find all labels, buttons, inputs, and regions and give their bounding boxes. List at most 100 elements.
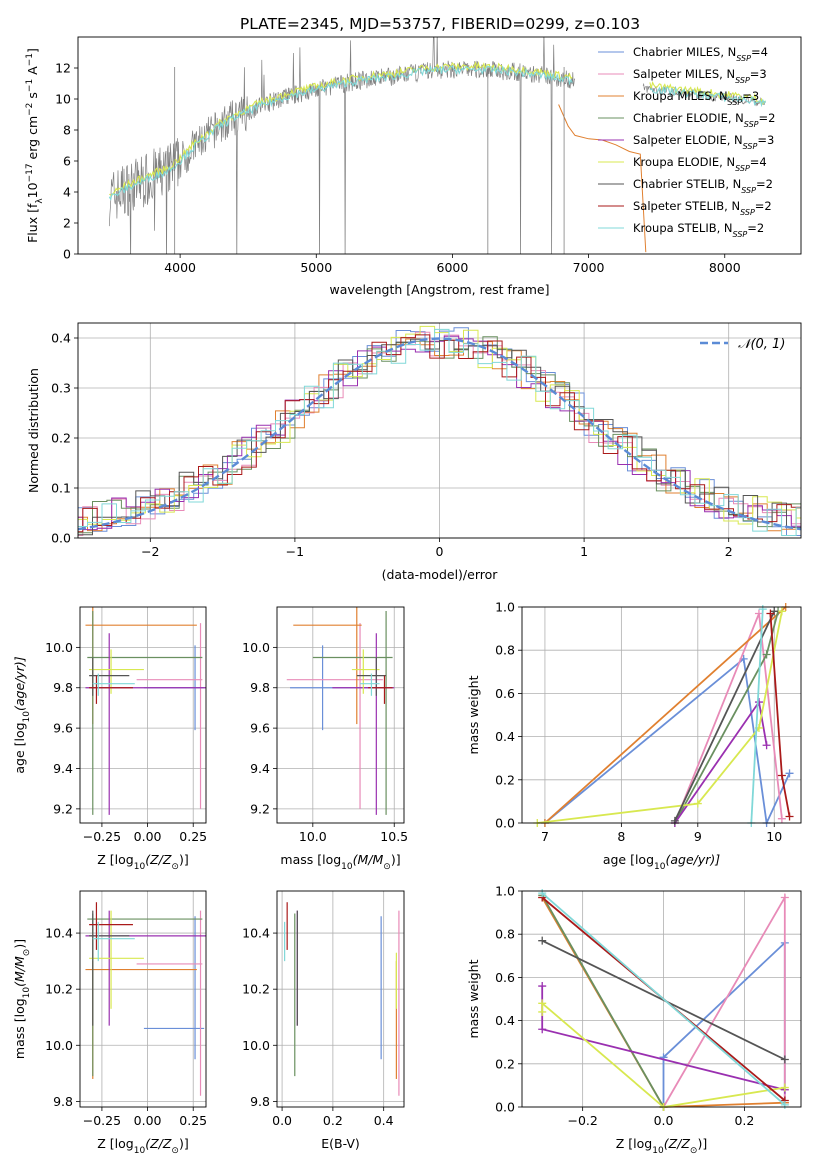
y-tick-label: 9.4 xyxy=(53,761,73,776)
y-tick-label: 8 xyxy=(63,123,71,138)
x-tick-label: 1 xyxy=(580,544,588,559)
age-vs-mass-panel: 10.0 10.5 9.2 9.4 9.6 9.8 10.0 mass [log10(M/M⊙… xyxy=(242,606,408,872)
x-axis-label: E(B-V) xyxy=(321,1136,360,1151)
y-tick-label: 9.8 xyxy=(250,680,270,695)
x-tick-label: 10.5 xyxy=(380,829,408,844)
weight-marker xyxy=(780,1100,789,1109)
y-tick-label: 9.8 xyxy=(53,680,73,695)
histogram-chabrier-stelib xyxy=(78,338,801,536)
weight-marker xyxy=(777,814,786,823)
x-tick-label: −1 xyxy=(286,544,304,559)
x-axis-label: Z [log10(Z/Z⊙)] xyxy=(97,1136,188,1156)
y-tick-label: 0.4 xyxy=(495,1013,515,1028)
weight-line-kroupa-stelib xyxy=(750,609,764,824)
y-tick-label: 9.8 xyxy=(250,1094,270,1109)
y-tick-label: 0.4 xyxy=(51,331,71,346)
y-tick-label: 6 xyxy=(63,154,71,169)
y-tick-label: 10.4 xyxy=(45,926,73,941)
x-tick-label: 0 xyxy=(436,544,444,559)
y-axis-label: mass weight xyxy=(466,675,481,754)
legend-entry: Salpeter STELIB, NSSP=2 xyxy=(633,199,772,217)
x-tick-label: 0.2 xyxy=(734,1113,754,1128)
mass-vs-ebv-panel: 0.0 0.2 0.4 9.8 10.0 10.2 10.4 E(B-V) xyxy=(242,890,405,1151)
y-axis-label: age [log10(age/yr)] xyxy=(12,656,32,773)
x-tick-label: −0.2 xyxy=(567,1113,597,1128)
y-tick-label: 10.0 xyxy=(242,640,270,655)
y-tick-label: 0.6 xyxy=(495,686,515,701)
y-tick-label: 0.1 xyxy=(51,481,71,496)
x-tick-label: 0.0 xyxy=(272,1113,292,1128)
x-tick-label: 9 xyxy=(694,829,702,844)
x-tick-label: 10.0 xyxy=(299,829,327,844)
y-tick-label: 0.8 xyxy=(495,927,515,942)
y-tick-label: 9.8 xyxy=(53,1094,73,1109)
weight-line-kroupa-stelib xyxy=(541,892,786,1106)
legend-entry: Chabrier STELIB, NSSP=2 xyxy=(633,177,773,195)
x-tick-label: 8 xyxy=(617,829,625,844)
y-tick-label: 1.0 xyxy=(495,600,515,615)
y-tick-label: 0.8 xyxy=(495,643,515,658)
x-tick-label: 6000 xyxy=(437,260,469,275)
axes-frame xyxy=(276,606,405,824)
legend-entry: Kroupa ELODIE, NSSP=4 xyxy=(633,155,767,173)
y-tick-label: 0.2 xyxy=(495,1056,515,1071)
x-axis-label: (data-model)/error xyxy=(382,567,499,582)
x-axis-label: age [log10(age/yr)] xyxy=(603,852,720,872)
weight-line-kroupa-miles xyxy=(544,606,787,824)
weight-line-chabrier-elodie xyxy=(541,894,665,1108)
weight-marker xyxy=(780,1083,789,1092)
legend-normal-label: 𝒩(0, 1) xyxy=(738,337,785,352)
weight-lines xyxy=(533,603,794,827)
weight-marker xyxy=(780,1055,789,1064)
weight-marker xyxy=(762,741,771,750)
x-tick-label: 10 xyxy=(766,829,782,844)
histogram-kroupa-elodie xyxy=(78,325,801,525)
weight-marker xyxy=(538,1025,547,1034)
mass-vs-metallicity-panel: −0.25 0.00 0.25 9.8 10.0 10.2 10.4 Z [log10(Z/Z… xyxy=(12,890,207,1156)
x-tick-label: 4000 xyxy=(164,260,196,275)
x-tick-label: −0.25 xyxy=(83,829,121,844)
axes-frame xyxy=(79,606,207,824)
legend-entry: Chabrier MILES, NSSP=4 xyxy=(633,45,768,63)
y-tick-label: 0 xyxy=(63,247,71,262)
y-tick-label: 0.2 xyxy=(495,772,515,787)
y-tick-label: 10.0 xyxy=(45,640,73,655)
weight-marker xyxy=(538,936,547,945)
y-tick-label: 2 xyxy=(63,216,71,231)
weight-marker xyxy=(780,893,789,902)
legend-entry: Salpeter MILES, NSSP=3 xyxy=(633,67,767,85)
y-tick-label: 10.2 xyxy=(45,982,73,997)
error-bars xyxy=(284,902,400,1096)
x-axis-label: Z [log10(Z/Z⊙)] xyxy=(616,1136,707,1156)
x-tick-label: 0.0 xyxy=(654,1113,674,1128)
weight-marker xyxy=(670,816,679,825)
y-tick-label: 12 xyxy=(55,61,71,76)
x-tick-label: 0.00 xyxy=(134,829,162,844)
weight-marker xyxy=(754,609,763,618)
y-axis-label: mass weight xyxy=(466,959,481,1038)
y-tick-label: 1.0 xyxy=(495,884,515,899)
spectrum-panel: 4000 5000 6000 7000 8000 0 2 4 6 8 10 12 wavelength … xyxy=(25,36,802,297)
observed-spectrum-line xyxy=(108,37,576,254)
y-tick-label: 10.0 xyxy=(45,1038,73,1053)
y-tick-label: 0.6 xyxy=(495,970,515,985)
x-tick-label: 0.25 xyxy=(179,829,207,844)
histograms xyxy=(78,325,801,536)
y-tick-label: 10.2 xyxy=(242,982,270,997)
error-bars xyxy=(286,607,395,815)
y-tick-label: 9.6 xyxy=(53,721,73,736)
figure-title: PLATE=2345, MJD=53757, FIBERID=0299, z=0… xyxy=(240,15,640,33)
error-bars xyxy=(85,902,206,1096)
y-tick-label: 10.4 xyxy=(242,926,270,941)
x-tick-label: 7 xyxy=(541,829,549,844)
x-tick-label: 0.4 xyxy=(374,1113,394,1128)
y-axis-label: Normed distribution xyxy=(26,368,41,493)
legend-entry: Salpeter ELODIE, NSSP=3 xyxy=(633,133,774,151)
weight-vs-metallicity-panel: −0.2 0.0 0.2 0.0 0.2 0.4 0.6 0.8 1.0 Z [log10(Z/Z… xyxy=(466,884,802,1156)
weight-marker xyxy=(758,605,767,614)
y-axis-label: mass [log10(M/M⊙)] xyxy=(12,939,32,1059)
weight-marker xyxy=(766,609,775,618)
y-tick-label: 10 xyxy=(55,92,71,107)
y-tick-label: 9.2 xyxy=(250,801,270,816)
legend-entry: Kroupa MILES, NSSP=3 xyxy=(633,89,759,107)
